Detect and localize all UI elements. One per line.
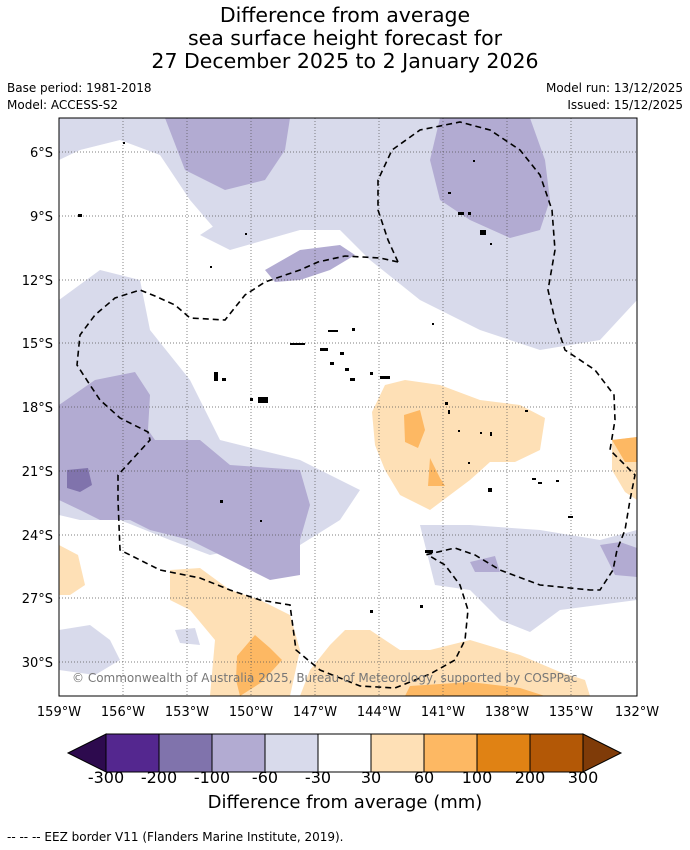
lon-label-144w: 144°W — [357, 705, 401, 720]
model-run: Model run: 13/12/2025 — [545, 81, 683, 95]
lon-labels: 159°W 156°W 153°W 150°W 147°W 144°W 141°… — [37, 705, 659, 720]
lon-label-159w: 159°W — [37, 705, 81, 720]
lon-label-150w: 150°W — [229, 705, 273, 720]
lon-label-153w: 153°W — [165, 705, 209, 720]
colorbar-under — [66, 733, 107, 773]
colorbar — [66, 733, 623, 773]
colorbar-tick: -100 — [194, 768, 230, 787]
colorbar-bin-neg100 — [211, 733, 266, 773]
model-name: Model: ACCESS-S2 — [7, 98, 119, 112]
colorbar-bin-neutral — [317, 733, 372, 773]
anomaly-medium-positive — [236, 410, 637, 696]
colorbar-tick: 60 — [414, 768, 434, 787]
eez-footnote: -- -- -- EEZ border V11 (Flanders Marine… — [7, 830, 344, 844]
colorbar-tick: -200 — [141, 768, 177, 787]
meta-left: Base period: 1981-2018 Model: ACCESS-S2 — [7, 80, 152, 114]
colorbar-ticks: -300 -200 -100 -60 -30 30 60 100 200 300 — [88, 768, 598, 787]
title-line-3: 27 December 2025 to 2 January 2026 — [151, 49, 539, 73]
colorbar-bin-pos60 — [423, 733, 478, 773]
colorbar-tick: -30 — [305, 768, 331, 787]
issued-date: Issued: 15/12/2025 — [567, 98, 683, 112]
colorbar-bin-pos200 — [529, 733, 584, 773]
colorbar-bin-pos30 — [370, 733, 425, 773]
lon-label-147w: 147°W — [293, 705, 337, 720]
meta-right: Model run: 13/12/2025 Issued: 15/12/2025 — [546, 80, 683, 114]
lon-label-156w: 156°W — [101, 705, 145, 720]
lat-label-15s: 15°S — [22, 337, 53, 352]
lat-label-27s: 27°S — [22, 592, 53, 607]
anomaly-strong-negative — [67, 468, 92, 492]
lon-label-135w: 135°W — [549, 705, 593, 720]
colorbar-bin-pos100 — [476, 733, 531, 773]
lat-labels: 6°S 9°S 12°S 15°S 18°S 21°S 24°S 27°S 30… — [22, 146, 53, 671]
colorbar-tick: 300 — [568, 768, 599, 787]
colorbar-tick: 100 — [462, 768, 493, 787]
colorbar-tick: 200 — [515, 768, 546, 787]
chart-title: Difference from average sea surface heig… — [0, 4, 690, 73]
anomaly-medium-negative — [59, 118, 637, 580]
colorbar-tick: -300 — [88, 768, 124, 787]
map-frame — [58, 117, 638, 697]
islands — [78, 142, 573, 613]
title-line-2: sea surface height forecast for — [187, 26, 503, 50]
colorbar-label: Difference from average (mm) — [207, 792, 483, 813]
colorbar-tick: 30 — [361, 768, 381, 787]
lat-label-9s: 9°S — [30, 210, 53, 225]
lon-label-138w: 138°W — [485, 705, 529, 720]
lat-label-6s: 6°S — [30, 146, 53, 161]
eez-border — [76, 121, 636, 689]
lat-label-30s: 30°S — [22, 656, 53, 671]
lat-label-18s: 18°S — [22, 401, 53, 416]
lat-lon-grid — [59, 118, 637, 696]
colorbar-bin-neg200 — [158, 733, 213, 773]
lat-label-21s: 21°S — [22, 465, 53, 480]
base-period: Base period: 1981-2018 — [7, 81, 152, 95]
colorbar-bin-neg300 — [105, 733, 160, 773]
map-area: © Commonwealth of Australia 2025, Bureau… — [59, 118, 637, 696]
title-line-1: Difference from average — [219, 3, 471, 27]
lat-label-12s: 12°S — [22, 274, 53, 289]
lon-label-141w: 141°W — [421, 705, 465, 720]
colorbar-bin-neg60 — [264, 733, 319, 773]
lon-label-132w: 132°W — [615, 705, 659, 720]
colorbar-over — [582, 733, 623, 773]
colorbar-tick: -60 — [252, 768, 278, 787]
lat-label-24s: 24°S — [22, 529, 53, 544]
copyright-text: © Commonwealth of Australia 2025, Bureau… — [72, 671, 577, 685]
